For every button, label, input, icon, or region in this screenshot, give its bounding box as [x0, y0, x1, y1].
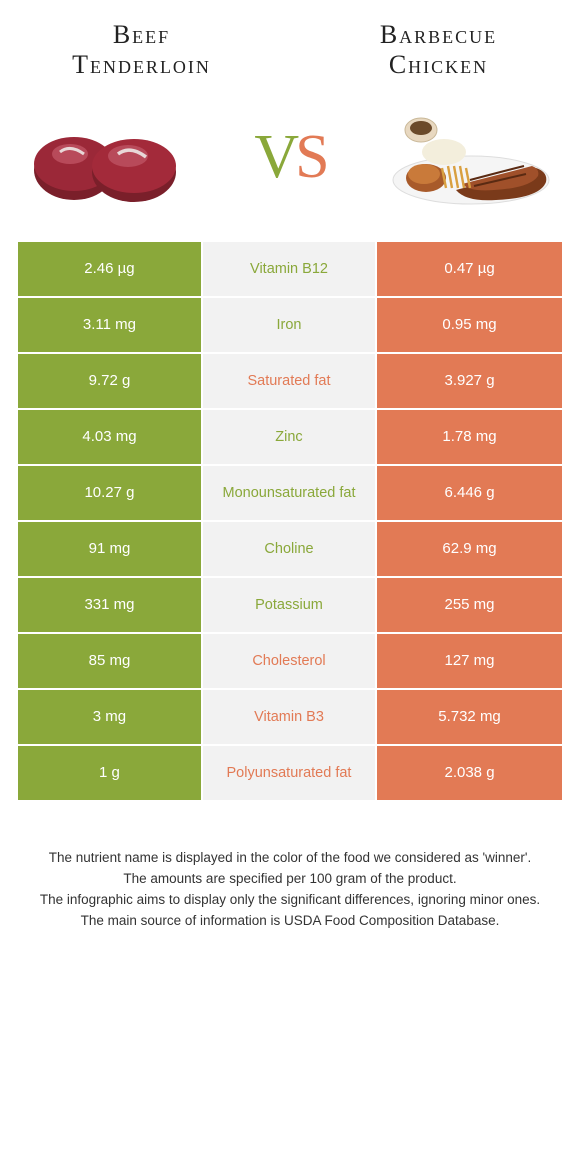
footer-line: The main source of information is USDA F… [22, 911, 558, 932]
table-row: 2.46 µgVitamin B120.47 µg [18, 242, 562, 298]
food-right-title: BarbecueChicken [315, 20, 562, 80]
nutrient-label: Vitamin B3 [203, 690, 377, 746]
food-left-title: BeefTenderloin [18, 20, 265, 80]
table-row: 3.11 mgIron0.95 mg [18, 298, 562, 354]
nutrient-table: 2.46 µgVitamin B120.47 µg3.11 mgIron0.95… [18, 242, 562, 802]
vs-s-letter: S [295, 123, 325, 191]
title-row: BeefTenderloin BarbecueChicken [18, 20, 562, 80]
nutrient-label: Zinc [203, 410, 377, 466]
infographic-container: BeefTenderloin BarbecueChicken VS [0, 0, 580, 961]
value-right: 3.927 g [377, 354, 562, 410]
nutrient-label: Cholesterol [203, 634, 377, 690]
value-left: 3.11 mg [18, 298, 203, 354]
value-left: 331 mg [18, 578, 203, 634]
vs-v-letter: V [254, 123, 295, 191]
value-left: 9.72 g [18, 354, 203, 410]
value-left: 1 g [18, 746, 203, 802]
footer-line: The nutrient name is displayed in the co… [22, 848, 558, 869]
value-left: 10.27 g [18, 466, 203, 522]
nutrient-label: Monounsaturated fat [203, 466, 377, 522]
food-left-image [24, 102, 194, 212]
table-row: 10.27 gMonounsaturated fat6.446 g [18, 466, 562, 522]
nutrient-label: Polyunsaturated fat [203, 746, 377, 802]
vs-label: VS [254, 126, 325, 188]
footer-text: The nutrient name is displayed in the co… [18, 848, 562, 932]
value-left: 3 mg [18, 690, 203, 746]
nutrient-label: Iron [203, 298, 377, 354]
value-right: 5.732 mg [377, 690, 562, 746]
value-right: 6.446 g [377, 466, 562, 522]
table-row: 9.72 gSaturated fat3.927 g [18, 354, 562, 410]
nutrient-label: Saturated fat [203, 354, 377, 410]
table-row: 4.03 mgZinc1.78 mg [18, 410, 562, 466]
table-row: 91 mgCholine62.9 mg [18, 522, 562, 578]
table-row: 85 mgCholesterol127 mg [18, 634, 562, 690]
value-right: 0.47 µg [377, 242, 562, 298]
value-right: 0.95 mg [377, 298, 562, 354]
footer-line: The amounts are specified per 100 gram o… [22, 869, 558, 890]
table-row: 1 gPolyunsaturated fat2.038 g [18, 746, 562, 802]
food-right-image [386, 102, 556, 212]
value-right: 62.9 mg [377, 522, 562, 578]
value-left: 4.03 mg [18, 410, 203, 466]
nutrient-label: Potassium [203, 578, 377, 634]
nutrient-label: Choline [203, 522, 377, 578]
table-row: 3 mgVitamin B35.732 mg [18, 690, 562, 746]
value-left: 91 mg [18, 522, 203, 578]
value-right: 2.038 g [377, 746, 562, 802]
footer-line: The infographic aims to display only the… [22, 890, 558, 911]
table-row: 331 mgPotassium255 mg [18, 578, 562, 634]
value-right: 255 mg [377, 578, 562, 634]
value-right: 1.78 mg [377, 410, 562, 466]
value-left: 85 mg [18, 634, 203, 690]
value-right: 127 mg [377, 634, 562, 690]
value-left: 2.46 µg [18, 242, 203, 298]
images-row: VS [18, 102, 562, 212]
nutrient-label: Vitamin B12 [203, 242, 377, 298]
